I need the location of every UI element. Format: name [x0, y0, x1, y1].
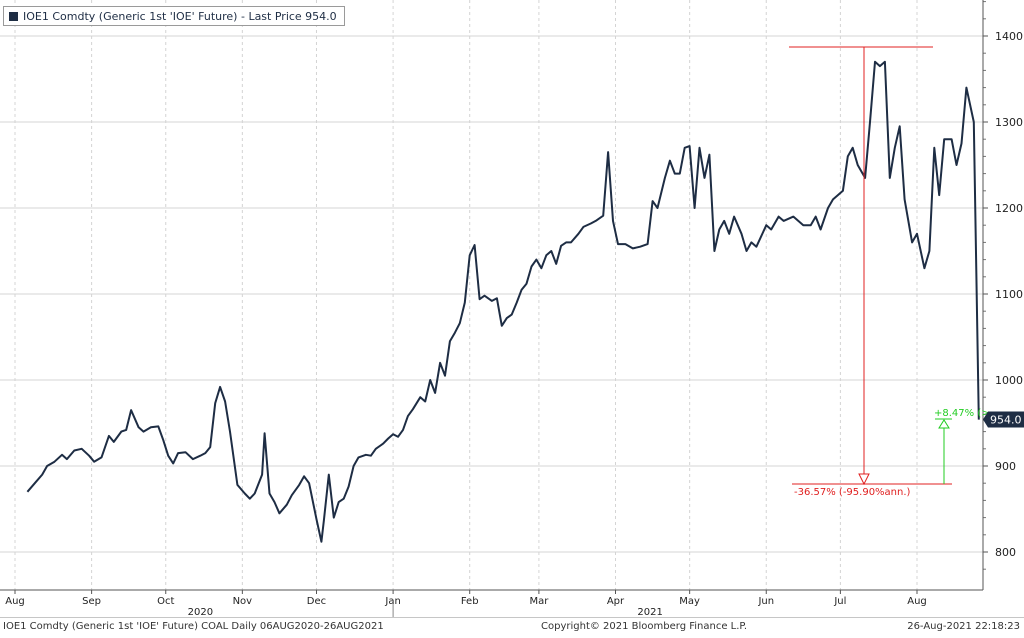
legend: IOE1 Comdty (Generic 1st 'IOE' Future) -… — [3, 6, 345, 26]
y-axis: 800 900 1000 1100 1200 1300 1400 — [982, 0, 1023, 590]
x-tick-label: Dec — [307, 596, 326, 607]
y-tick-label: 1100 — [995, 288, 1023, 301]
rebound-arrow-icon — [938, 419, 950, 429]
last-price-label: 954.0 — [990, 414, 1022, 427]
legend-swatch — [9, 11, 18, 21]
footer-timestamp: 26-Aug-2021 22:18:23 — [907, 621, 1020, 632]
x-tick-label: Jan — [384, 596, 400, 607]
annotation-layer: -36.57% (-95.90%ann.) +8.47% (>954.0 — [789, 46, 1024, 498]
drawdown-arrow-icon — [858, 473, 870, 486]
x-axis: Aug Sep Oct Nov Dec Jan Feb Mar Apr May Jun Jul Aug 2… — [0, 589, 983, 618]
x-tick-label: Jun — [757, 596, 774, 607]
y-tick-label: 1200 — [995, 202, 1023, 215]
series-layer — [26, 60, 980, 543]
y-tick-label: 1400 — [995, 30, 1023, 43]
last-price-tag — [983, 411, 1024, 428]
x-tick-label: Feb — [461, 596, 479, 607]
x-tick-label: Mar — [529, 596, 549, 607]
x-tick-label: Apr — [607, 596, 625, 607]
drawdown-label: -36.57% (-95.90%ann.) — [794, 487, 911, 498]
grid-lines — [0, 0, 983, 590]
x-tick-label: Oct — [157, 596, 174, 607]
legend-label: IOE1 Comdty (Generic 1st 'IOE' Future) -… — [23, 9, 337, 23]
x-tick-label: Sep — [82, 596, 101, 607]
x-tick-label: Nov — [233, 596, 253, 607]
y-tick-label: 900 — [995, 460, 1016, 473]
footer-ticker-info: IOE1 Comdty (Generic 1st 'IOE' Future) C… — [3, 621, 384, 632]
rebound-label: +8.47% (> — [934, 408, 990, 419]
x-tick-label: Aug — [907, 596, 927, 607]
y-tick-label: 800 — [995, 546, 1016, 559]
year-label: 2021 — [637, 607, 662, 618]
x-tick-label: Aug — [5, 596, 25, 607]
y-tick-label: 1000 — [995, 374, 1023, 387]
footer-bar: IOE1 Comdty (Generic 1st 'IOE' Future) C… — [0, 617, 1024, 635]
x-tick-label: May — [679, 596, 700, 607]
x-tick-label: Jul — [833, 596, 846, 607]
y-tick-label: 1300 — [995, 116, 1023, 129]
footer-copyright: Copyright© 2021 Bloomberg Finance L.P. — [541, 621, 748, 632]
year-label: 2020 — [188, 607, 213, 618]
price-line — [26, 60, 980, 543]
